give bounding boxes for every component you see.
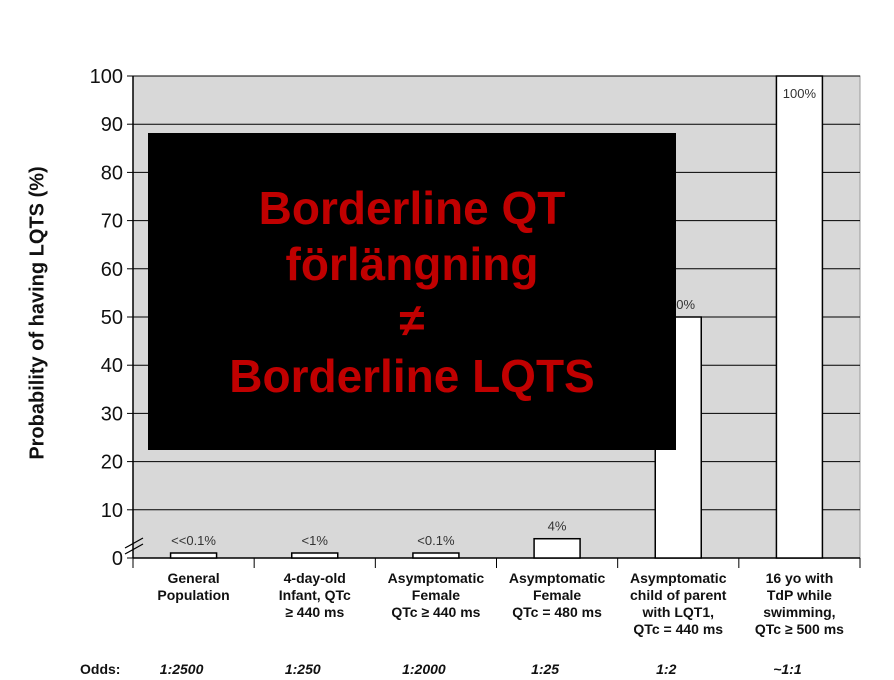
overlay-line-2: förlängning: [285, 237, 539, 290]
x-category-label: 16 yo with TdP while swimming, QTc ≥ 500 ms: [735, 570, 863, 638]
x-category-label-line: QTc = 440 ms: [633, 621, 724, 637]
y-tick-label: 80: [101, 162, 123, 184]
x-category-label-line: 4-day-old: [283, 570, 346, 586]
x-category-label-line: TdP while: [766, 587, 832, 603]
odds-value: 1:2500: [159, 661, 204, 677]
bar: [169, 552, 218, 559]
bar: [412, 552, 460, 559]
x-category-label-line: QTc ≥ 500 ms: [754, 621, 844, 637]
odds-value: 1:250: [284, 661, 321, 677]
x-category-label-line: 16 yo with: [765, 570, 834, 586]
x-category-label-line: child of parent: [630, 587, 727, 603]
x-category-label-line: Asymptomatic: [387, 570, 485, 586]
y-axis-label: Probability of having LQTS (%): [26, 166, 49, 460]
x-category-label-line: QTc = 480 ms: [512, 604, 602, 620]
x-category-label: General Population: [130, 570, 258, 604]
overlay-line-1: Borderline QT: [258, 181, 566, 234]
x-category-label-line: Female: [411, 587, 461, 603]
overlay-message: Borderline QT förlängning ≠ Borderline L…: [148, 133, 676, 450]
odds-value: 1:2000: [402, 661, 446, 677]
data-label: <<0.1%: [171, 533, 216, 548]
data-label: <1%: [302, 533, 329, 548]
y-tick-label: 40: [101, 355, 123, 377]
bar: [291, 552, 339, 559]
x-category-label-line: QTc ≥ 440 ms: [391, 604, 481, 620]
y-tick-label: 10: [101, 500, 123, 522]
x-category-label: Asymptomatic Female QTc = 480 ms: [493, 570, 621, 621]
x-category-label-line: Asymptomatic: [630, 570, 727, 586]
odds-value: 1:2: [656, 661, 677, 677]
x-category-label-line: swimming,: [763, 604, 836, 620]
y-tick-label: 70: [101, 211, 123, 233]
x-category-label-line: Infant, QTc: [278, 587, 351, 603]
overlay-line-4: Borderline LQTS: [229, 349, 595, 402]
bar: [533, 537, 581, 559]
axis-break-mark: [124, 543, 144, 555]
x-category-label-line: ≥ 440 ms: [285, 604, 345, 620]
data-label: <0.1%: [417, 533, 455, 548]
y-tick-label: 30: [101, 403, 123, 425]
y-tick-label: 20: [101, 452, 123, 474]
y-tick-label: 50: [101, 307, 123, 329]
y-tick-label: 0: [112, 548, 123, 570]
axis-break-mark: [124, 537, 144, 549]
y-tick-label: 90: [101, 114, 123, 136]
y-tick-label: 100: [90, 66, 123, 88]
odds-value: ~1:1: [773, 661, 802, 677]
x-category-label: Asymptomatic Female QTc ≥ 440 ms: [372, 570, 500, 621]
odds-label: Odds:: [80, 661, 121, 677]
x-category-label-line: with LQT1,: [642, 604, 715, 620]
x-category-label: 4-day-old Infant, QTc ≥ 440 ms: [251, 570, 379, 621]
overlay-line-3: ≠: [399, 293, 425, 346]
x-category-label-line: General: [167, 570, 220, 586]
x-category-label-line: Asymptomatic: [508, 570, 606, 586]
y-tick-label: 60: [101, 259, 123, 281]
odds-value: 1:25: [531, 661, 560, 677]
x-category-label-line: Population: [157, 587, 230, 603]
x-category-label-line: Female: [532, 587, 582, 603]
data-label: 100%: [783, 86, 817, 101]
data-label: 4%: [548, 519, 567, 534]
bar: [775, 75, 824, 559]
x-category-label: Asymptomatic child of parent with LQT1, QTc…: [614, 570, 742, 638]
